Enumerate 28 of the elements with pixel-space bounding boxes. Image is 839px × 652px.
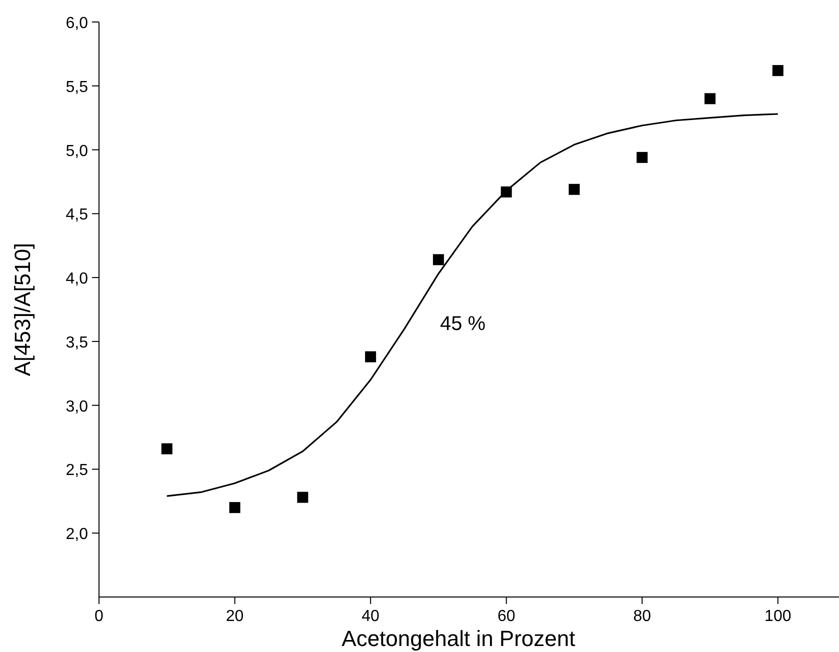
x-tick-label: 20 bbox=[226, 608, 244, 625]
x-tick-label: 60 bbox=[497, 608, 516, 625]
y-tick-label: 4,5 bbox=[66, 206, 88, 224]
line-series bbox=[166, 113, 779, 497]
point bbox=[297, 492, 308, 503]
y-tick-label: 5,0 bbox=[66, 142, 88, 160]
annotation: 45 % bbox=[440, 313, 486, 335]
x-tick-label: 80 bbox=[633, 608, 652, 625]
y-tick-label: 4,0 bbox=[66, 270, 88, 288]
y-tick-label: 3,5 bbox=[66, 334, 88, 352]
point bbox=[636, 152, 648, 163]
point bbox=[432, 254, 444, 266]
x-axis-title: Acetongehalt in Prozent bbox=[342, 626, 576, 651]
y-tick-label: 2,0 bbox=[66, 526, 88, 544]
y-tick-label: 5,5 bbox=[66, 78, 88, 96]
y-axis-title: A[453]/A[510] bbox=[10, 242, 35, 376]
y-tick-label: 6,0 bbox=[66, 15, 88, 32]
y-tick-label: 2,5 bbox=[66, 462, 88, 480]
point bbox=[161, 443, 172, 454]
point bbox=[365, 351, 376, 362]
point bbox=[229, 502, 240, 514]
x-tick-label: 100 bbox=[764, 608, 792, 625]
y-tick-label: 3,0 bbox=[66, 398, 88, 416]
point bbox=[704, 93, 716, 104]
x-tick-label: 40 bbox=[362, 608, 380, 625]
point bbox=[568, 184, 580, 195]
point bbox=[772, 65, 784, 76]
x-tick-label: 0 bbox=[94, 608, 104, 625]
